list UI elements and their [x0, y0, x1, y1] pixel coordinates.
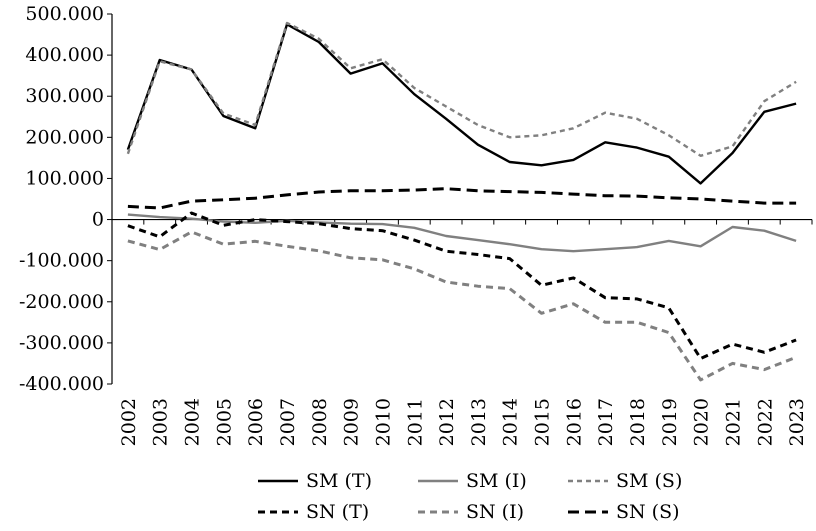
y-tick-label: 500.000	[25, 3, 104, 25]
y-tick-label: 300.000	[25, 85, 104, 107]
x-tick-label: 2016	[563, 398, 585, 446]
series-line-sm-s	[126, 21, 797, 158]
x-tick-label: 2002	[118, 398, 140, 446]
y-tick-label: -400.000	[19, 373, 104, 395]
x-tick-label: 2014	[500, 398, 522, 446]
x-tick-label: 2015	[532, 398, 554, 446]
series-lines	[126, 21, 797, 382]
y-tick-label: 100.000	[25, 167, 104, 189]
x-tick-label: 2004	[182, 398, 204, 446]
legend: SM (T) SM (I) SM (S) SN (T) SN (I) SN (S)	[258, 470, 682, 523]
y-tick-label: -100.000	[19, 250, 104, 272]
legend-label: SM (I)	[466, 470, 527, 492]
x-tick-label: 2019	[659, 398, 681, 446]
legend-label: SM (S)	[616, 470, 682, 492]
legend-label: SN (S)	[616, 501, 680, 523]
legend-label: SN (I)	[466, 501, 524, 523]
series-line-sn-t	[127, 211, 797, 360]
x-tick-label: 2023	[786, 398, 808, 446]
x-tick-label: 2022	[754, 398, 776, 446]
x-tick-label: 2018	[627, 398, 649, 446]
x-tick-label: 2013	[468, 398, 490, 446]
x-tick-label: 2005	[213, 398, 235, 446]
x-tick-label: 2017	[595, 398, 617, 446]
x-tick-label: 2010	[372, 398, 394, 446]
legend-label: SN (T)	[306, 501, 369, 523]
y-tick-label: 400.000	[25, 44, 104, 66]
y-tick-label: 0	[92, 209, 104, 231]
x-tick-label: 2003	[150, 398, 172, 446]
series-line-sm-t	[126, 23, 797, 185]
x-tick-label: 2008	[309, 398, 331, 446]
series-line-sn-s	[127, 187, 797, 210]
x-tick-label: 2011	[404, 398, 426, 446]
x-tick-label: 2012	[436, 398, 458, 446]
y-tick-label: -200.000	[19, 291, 104, 313]
y-tick-label: 200.000	[25, 126, 104, 148]
x-tick-label: 2007	[277, 398, 299, 446]
x-tick-label: 2006	[245, 398, 267, 446]
x-tick-label: 2020	[691, 398, 713, 446]
axes: -400.000 -300.000 -200.000 -100.000 0 100.000…	[19, 3, 813, 446]
y-tick-label: -300.000	[19, 332, 104, 354]
x-tick-label: 2009	[341, 398, 363, 446]
x-tick-label: 2021	[722, 398, 744, 446]
legend-label: SM (T)	[306, 470, 372, 492]
